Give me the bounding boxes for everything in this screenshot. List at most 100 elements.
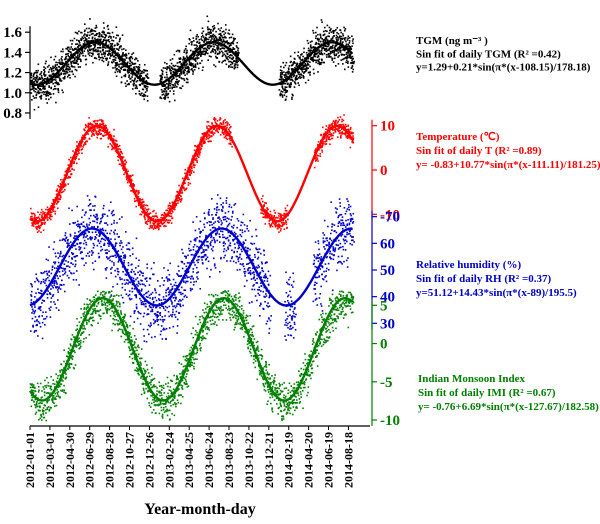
rh-point [49, 309, 51, 312]
tgm-point [136, 66, 139, 69]
rh-point [131, 287, 133, 290]
temperature-point [207, 121, 210, 123]
rh-point [124, 273, 127, 276]
rh-point [113, 219, 116, 222]
rh-point [68, 244, 70, 247]
rh-point [114, 238, 116, 241]
tgm-point [214, 43, 217, 46]
temperature-point [136, 199, 138, 202]
temperature-point [145, 204, 147, 207]
tgm-point [94, 49, 97, 52]
temperature-point [137, 191, 140, 194]
tgm-point [333, 51, 335, 54]
temperature-point [192, 161, 195, 164]
rh-point [138, 282, 140, 285]
tgm-point [236, 46, 238, 49]
rh-point [97, 252, 100, 255]
tgm-point [91, 36, 94, 39]
temperature-point [150, 226, 152, 229]
tgm-point [322, 40, 324, 43]
temperature-point [187, 182, 190, 184]
rh-point [39, 292, 41, 294]
tgm-point [167, 88, 170, 90]
tgm-point [114, 65, 117, 67]
rh-point [77, 225, 79, 228]
tgm-point [347, 60, 349, 63]
temperature-point [315, 160, 317, 162]
tgm-point [329, 53, 331, 55]
temperature-point [96, 136, 99, 139]
tgm-point [168, 65, 171, 67]
tgm-point [134, 87, 137, 90]
rh-point [128, 248, 131, 251]
tgm-point [180, 77, 183, 79]
rh-point [175, 297, 177, 300]
tgm-point [141, 83, 144, 85]
temperature-point [91, 132, 94, 135]
tgm-point [94, 45, 96, 48]
tgm-point [353, 60, 355, 63]
rh-point [119, 242, 121, 244]
rh-point [30, 295, 33, 297]
tgm-point [189, 62, 192, 65]
rh-point [65, 236, 68, 239]
tgm-point [82, 54, 84, 57]
rh-point [34, 280, 36, 283]
temperature-point [183, 189, 186, 192]
temperature-point [82, 144, 85, 146]
tgm-point [135, 65, 137, 68]
rh-point [178, 270, 180, 272]
rh-point [131, 290, 134, 293]
tgm-point [67, 55, 70, 57]
rh-point [154, 289, 157, 292]
tgm-point [89, 52, 91, 54]
rh-point [135, 278, 137, 281]
tgm-point [124, 54, 126, 57]
tgm-point [293, 86, 296, 88]
tgm-point [60, 50, 62, 53]
tgm-point [280, 70, 283, 72]
rh-point [110, 268, 112, 270]
tgm-point [131, 68, 134, 71]
tgm-point [77, 56, 79, 59]
tgm-point [326, 49, 329, 52]
temperature-point [142, 212, 144, 214]
tgm-point [225, 28, 227, 31]
tgm-point [78, 44, 80, 47]
rh-point [129, 298, 131, 301]
tgm-point [231, 66, 234, 69]
temperature-point [189, 174, 191, 177]
tgm-point [105, 59, 108, 61]
tgm-point [144, 69, 147, 72]
tgm-point [34, 76, 36, 79]
tgm-point [120, 76, 123, 79]
tgm-point [287, 82, 289, 85]
tgm-point [88, 54, 91, 57]
tgm-point [211, 50, 214, 52]
tgm-point [168, 81, 170, 83]
rh-point [78, 284, 80, 286]
rh-point [34, 296, 36, 298]
tgm-point [214, 49, 217, 52]
tgm-point [106, 50, 109, 53]
tgm-point [139, 94, 142, 96]
rh-point [124, 255, 127, 258]
tgm-point [192, 58, 195, 61]
tgm-point [232, 42, 235, 45]
temperature-point [40, 224, 42, 227]
rh-point [76, 205, 78, 208]
tgm-point [171, 86, 173, 89]
temperature-point [69, 176, 72, 178]
tgm-point [314, 46, 317, 49]
tgm-point [117, 49, 120, 51]
rh-point [60, 284, 62, 286]
tgm-point [130, 67, 133, 70]
tgm-point [278, 78, 281, 81]
tgm-point [170, 66, 173, 68]
tgm-point [221, 36, 224, 39]
tgm-point [324, 44, 326, 46]
rh-point [51, 268, 54, 271]
temperature-point [271, 216, 274, 219]
rh-point [167, 287, 170, 289]
temperature-point [93, 134, 95, 136]
